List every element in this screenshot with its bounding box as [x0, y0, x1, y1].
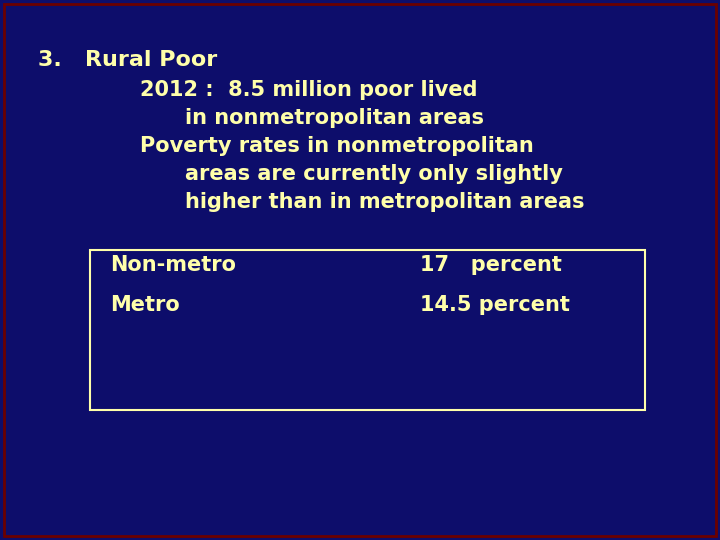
Text: Metro: Metro [110, 295, 180, 315]
Bar [90, 250, 645, 410]
Text: higher than in metropolitan areas: higher than in metropolitan areas [185, 192, 585, 212]
Text: in nonmetropolitan areas: in nonmetropolitan areas [185, 108, 484, 128]
Text: areas are currently only slightly: areas are currently only slightly [185, 164, 563, 184]
Text: 17   percent: 17 percent [420, 255, 562, 275]
Text: 2012 :  8.5 million poor lived: 2012 : 8.5 million poor lived [140, 80, 477, 100]
Text: Non-metro: Non-metro [110, 255, 236, 275]
Text: 14.5 percent: 14.5 percent [420, 295, 570, 315]
Text: Poverty rates in nonmetropolitan: Poverty rates in nonmetropolitan [140, 136, 534, 156]
Text: 3.   Rural Poor: 3. Rural Poor [38, 50, 217, 70]
